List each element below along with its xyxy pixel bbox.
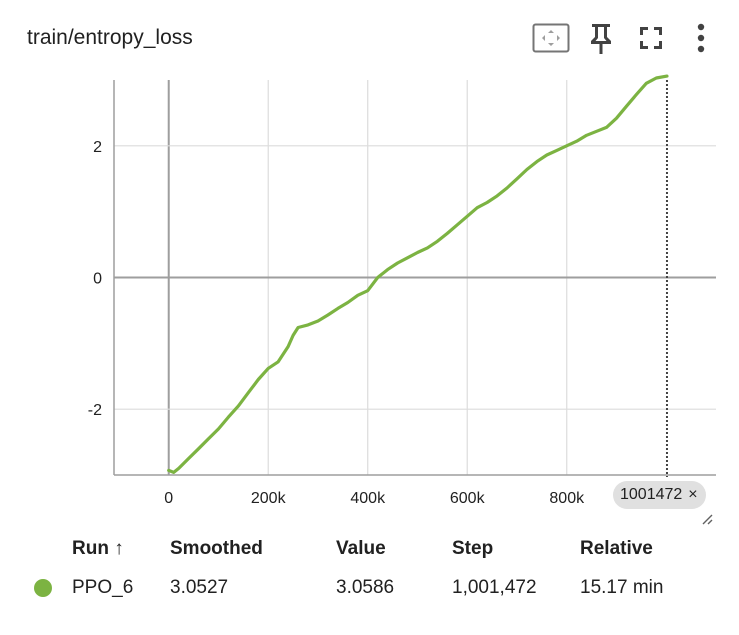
run-relative: 15.17 min — [580, 577, 664, 598]
x-tick-labels: 0 200k 400k 600k 800k — [164, 490, 585, 507]
fullscreen-icon — [640, 27, 662, 49]
run-color-dot — [34, 578, 52, 597]
more-options-button[interactable] — [681, 18, 721, 58]
line-chart[interactable]: -2 0 2 0 200k 400k 600k 800k — [0, 70, 739, 510]
header-smoothed[interactable]: Smoothed — [170, 538, 263, 559]
header-color — [24, 532, 72, 566]
fit-domain-icon — [532, 23, 570, 53]
pin-button[interactable] — [581, 18, 621, 58]
run-value: 3.0586 — [336, 577, 395, 598]
y-tick-label: 0 — [93, 271, 102, 288]
hover-step-badge[interactable]: 1001472 × — [613, 481, 706, 509]
x-tick-label: 400k — [350, 490, 386, 507]
pin-icon — [591, 24, 611, 54]
run-smoothed: 3.0527 — [170, 577, 229, 598]
series-layer — [167, 74, 669, 474]
x-tick-label: 800k — [549, 490, 585, 507]
header-value[interactable]: Value — [336, 538, 386, 559]
header-step[interactable]: Step — [452, 538, 494, 559]
runs-table: Run ↑ Smoothed Value Step Relative PPO_6… — [24, 532, 710, 610]
x-tick-label: 0 — [164, 490, 173, 507]
header-relative[interactable]: Relative — [580, 538, 653, 559]
y-tick-labels: -2 0 2 — [88, 139, 102, 419]
y-gridlines — [114, 145, 716, 410]
y-tick-label: 2 — [93, 139, 102, 156]
run-step: 1,001,472 — [452, 577, 537, 598]
series-line-ppo-6 — [167, 74, 669, 474]
header-run[interactable]: Run ↑ — [72, 538, 124, 559]
y-tick-label: -2 — [88, 402, 102, 419]
runs-table-header: Run ↑ Smoothed Value Step Relative — [24, 532, 710, 566]
chart-toolbar — [521, 18, 721, 58]
x-tick-label: 600k — [450, 490, 486, 507]
close-icon[interactable]: × — [688, 486, 698, 503]
resize-handle-icon[interactable] — [700, 512, 714, 526]
run-name: PPO_6 — [72, 577, 134, 598]
fullscreen-button[interactable] — [631, 18, 671, 58]
hover-step-value: 1001472 — [620, 486, 683, 503]
table-row: PPO_6 3.0527 3.0586 1,001,472 15.17 min — [24, 566, 710, 610]
chart-axes — [113, 80, 716, 476]
fit-domain-button[interactable] — [531, 18, 571, 58]
card-title: train/entropy_loss — [27, 26, 193, 49]
x-tick-label: 200k — [251, 490, 287, 507]
run-color-cell — [24, 566, 72, 610]
more-vert-icon — [697, 23, 705, 53]
